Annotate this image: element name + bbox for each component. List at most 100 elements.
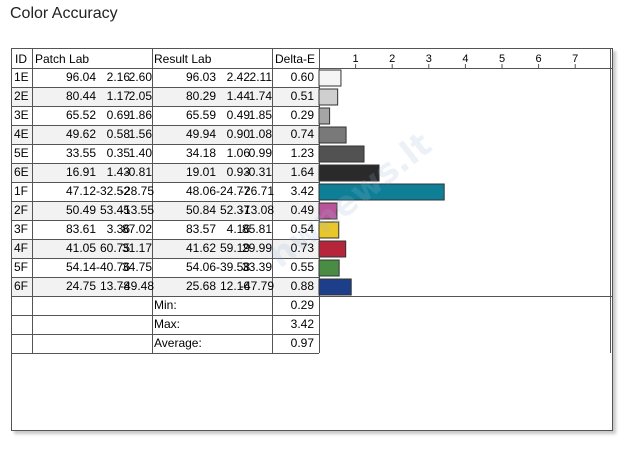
patch-lab-value: 80.44 (65, 89, 96, 103)
patch-lab-value: 60.75 (99, 241, 130, 255)
color-accuracy-table: 1 2 3 4 5 6 7 hwnews.lt ID Patch Lab Result Lab… (11, 48, 613, 431)
result-lab-value: 1.06 (226, 146, 250, 160)
patch-lab-value: 65.52 (65, 108, 96, 122)
axis-tick-label: 2 (389, 53, 395, 65)
result-lab-value: -39.58 (215, 260, 250, 274)
result-lab-value: 12.16 (219, 279, 250, 293)
patch-lab-value: 2.05 (128, 89, 152, 103)
result-lab-value: -47.79 (240, 279, 275, 293)
result-lab-value: 50.84 (185, 203, 216, 217)
patch-lab-value: -32.52 (95, 184, 130, 198)
delta-e-value: 0.74 (290, 127, 314, 141)
patch-lab-value: 13.78 (99, 279, 130, 293)
patch-lab-value: 24.75 (65, 279, 96, 293)
patch-lab-value: 54.14 (65, 260, 96, 274)
row-id: 4E (14, 127, 29, 141)
patch-lab-value: 41.05 (65, 241, 96, 255)
delta-e-value: 0.88 (290, 279, 314, 293)
patch-lab-value: 2.60 (128, 70, 152, 84)
patch-lab-value: 50.49 (65, 203, 96, 217)
row-id: 1F (14, 184, 29, 198)
axis-tick-label: 3 (426, 53, 432, 65)
result-lab-value: 0.99 (248, 146, 272, 160)
patch-lab-value: 53.45 (99, 203, 130, 217)
summary-label: Max: (154, 317, 181, 331)
delta-e-value: 1.23 (290, 146, 314, 160)
delta-e-bar (318, 183, 445, 201)
row-id: 2F (14, 203, 29, 217)
delta-e-value: 1.64 (290, 165, 314, 179)
result-lab-value: 19.01 (185, 165, 216, 179)
delta-e-bar (318, 221, 340, 239)
result-lab-value: 4.16 (226, 222, 250, 236)
result-lab-value: 25.68 (185, 279, 216, 293)
axis-tick-label: 7 (572, 53, 578, 65)
page-title: Color Accuracy (10, 5, 118, 22)
result-lab-value: 80.29 (185, 89, 216, 103)
result-lab-value: -0.31 (244, 165, 272, 179)
patch-lab-value: 31.17 (121, 241, 152, 255)
result-lab-value: 33.39 (241, 260, 272, 274)
row-id: 6E (14, 165, 29, 179)
row-id: 3E (14, 108, 29, 122)
result-lab-value: 1.74 (248, 89, 272, 103)
patch-lab-value: 1.43 (106, 165, 130, 179)
patch-lab-value: 2.16 (106, 70, 130, 84)
summary-label: Min: (154, 298, 177, 312)
summary-value: 3.42 (290, 317, 314, 331)
patch-lab-value: -40.76 (95, 260, 130, 274)
result-lab-value: 29.99 (241, 241, 272, 255)
row-id: 1E (14, 70, 29, 84)
result-lab-value: 0.93 (226, 165, 250, 179)
result-lab-value: -24.77 (215, 184, 250, 198)
header-id: ID (15, 52, 27, 66)
result-lab-value: 34.18 (185, 146, 216, 160)
patch-lab-value: 1.56 (128, 127, 152, 141)
result-lab-value: 41.62 (185, 241, 216, 255)
axis-tick-label: 1 (353, 53, 359, 65)
delta-e-bar (318, 259, 340, 277)
result-lab-value: 48.06 (185, 184, 216, 198)
row-id: 5F (14, 260, 29, 274)
patch-lab-value: 1.40 (128, 146, 152, 160)
header-delta-e: Delta-E (275, 52, 316, 66)
summary-value: 0.97 (290, 336, 314, 350)
patch-lab-value: 47.12 (65, 184, 96, 198)
result-lab-value: 52.37 (219, 203, 250, 217)
axis-tick-label: 6 (536, 53, 542, 65)
patch-lab-value: 83.61 (65, 222, 96, 236)
delta-e-value: 0.51 (290, 89, 314, 103)
patch-lab-value: 0.35 (106, 146, 130, 160)
delta-e-bar (318, 202, 338, 220)
delta-e-bar (318, 145, 365, 163)
delta-e-bar (318, 69, 342, 87)
patch-lab-value: 34.75 (121, 260, 152, 274)
delta-e-bar (318, 107, 331, 125)
row-id: 3F (14, 222, 29, 236)
row-id: 2E (14, 89, 29, 103)
summary-value: 0.29 (290, 298, 314, 312)
result-lab-value: 2.42 (226, 70, 250, 84)
delta-e-bar (318, 88, 339, 106)
summary-label: Average: (154, 336, 202, 350)
patch-lab-value: -49.48 (120, 279, 155, 293)
patch-lab-value: 16.91 (65, 165, 96, 179)
row-id: 4F (14, 241, 29, 255)
result-lab-value: -26.71 (240, 184, 275, 198)
delta-e-value: 3.42 (290, 184, 314, 198)
delta-e-value: 0.54 (290, 222, 314, 236)
result-lab-value: 85.81 (241, 222, 272, 236)
patch-lab-value: 96.04 (65, 70, 96, 84)
patch-lab-value: 3.36 (106, 222, 130, 236)
patch-lab-value: 0.69 (106, 108, 130, 122)
patch-lab-value: -28.75 (120, 184, 155, 198)
patch-lab-value: 1.86 (128, 108, 152, 122)
result-lab-value: 59.19 (219, 241, 250, 255)
axis-tick-label: 5 (499, 53, 505, 65)
result-lab-value: 0.90 (226, 127, 250, 141)
delta-e-bar (318, 240, 347, 258)
result-lab-value: 1.44 (226, 89, 250, 103)
delta-e-value: 0.49 (290, 203, 314, 217)
delta-e-value: 0.55 (290, 260, 314, 274)
patch-lab-value: 49.62 (65, 127, 96, 141)
